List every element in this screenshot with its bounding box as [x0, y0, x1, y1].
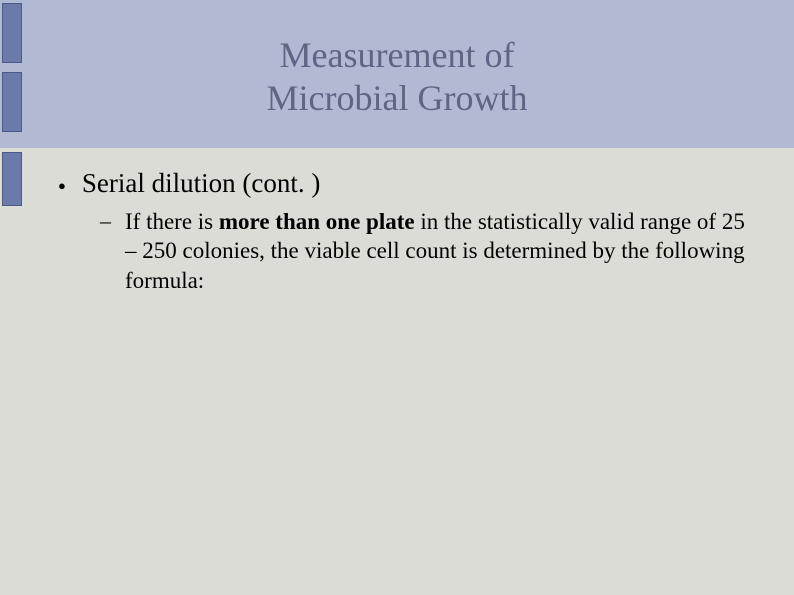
bullet-marker: ● — [58, 179, 66, 192]
slide-content: ● Serial dilution (cont. ) – If there is… — [58, 168, 758, 295]
title-line-1: Measurement of — [280, 35, 515, 75]
bullet-item: ● Serial dilution (cont. ) — [58, 168, 758, 199]
title-line-2: Microbial Growth — [267, 78, 528, 118]
side-accent-rect — [2, 152, 22, 206]
sub-bold: more than one plate — [219, 209, 415, 234]
bullet-text: Serial dilution (cont. ) — [82, 168, 320, 199]
sub-bullet-text: If there is more than one plate in the s… — [125, 207, 758, 295]
sub-bullet-marker: – — [100, 207, 111, 236]
slide-title: Measurement of Microbial Growth — [0, 34, 794, 120]
sub-bullet-item: – If there is more than one plate in the… — [100, 207, 758, 295]
sub-prefix: If there is — [125, 209, 219, 234]
